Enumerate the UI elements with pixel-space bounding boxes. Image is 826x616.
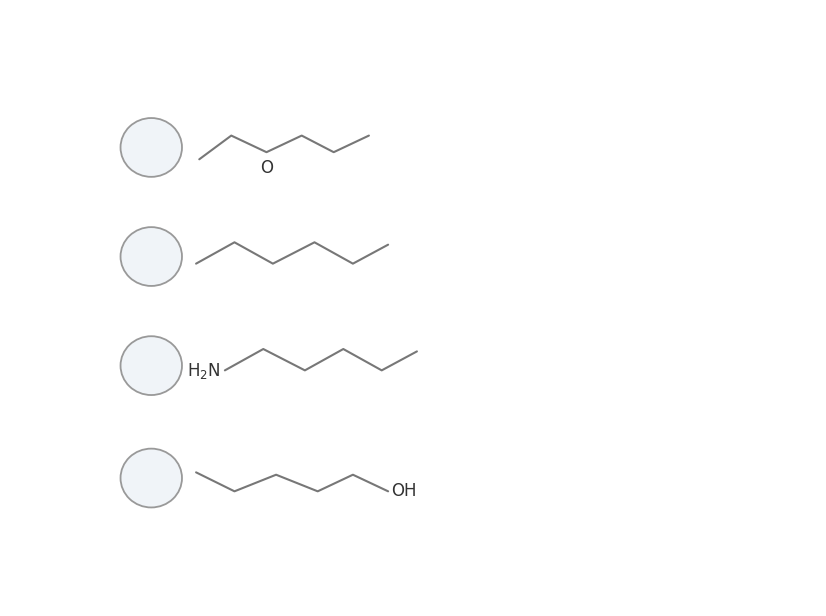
Ellipse shape [121,336,182,395]
Text: OH: OH [392,482,417,500]
Ellipse shape [121,227,182,286]
Text: H$_2$N: H$_2$N [187,362,221,381]
Text: O: O [260,160,273,177]
Ellipse shape [121,448,182,508]
Ellipse shape [121,118,182,177]
